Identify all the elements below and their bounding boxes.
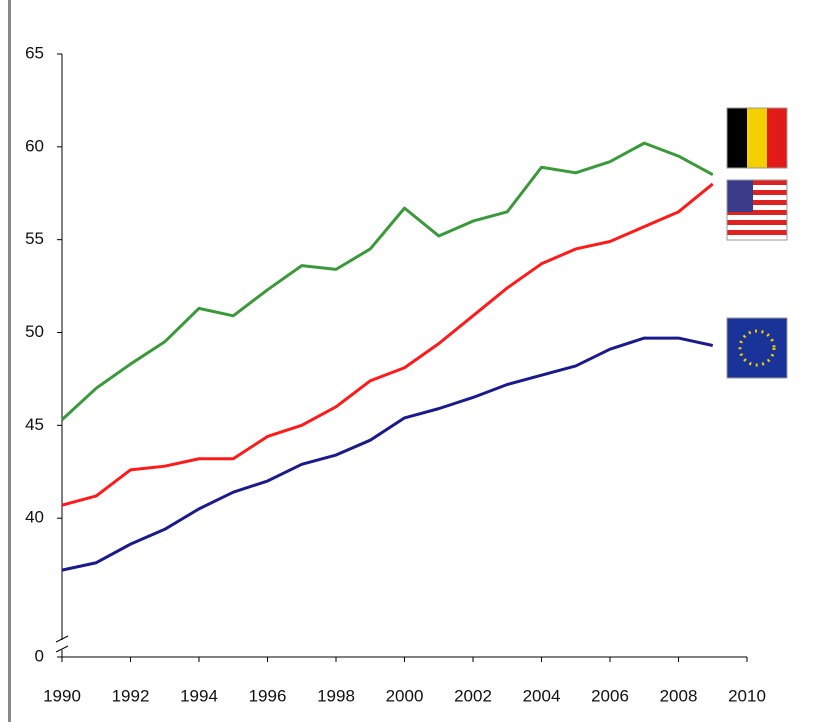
x-tick-label: 2004 (523, 686, 561, 705)
x-tick-label: 2010 (728, 686, 766, 705)
axis-break (55, 635, 69, 643)
flag-usa (726, 179, 788, 241)
y-tick-label: 0 (35, 646, 44, 665)
y-tick-label: 55 (25, 229, 44, 248)
x-tick-label: 1992 (112, 686, 150, 705)
x-tick-label: 2006 (591, 686, 629, 705)
x-tick-label: 1996 (249, 686, 287, 705)
flag-eu (726, 317, 788, 379)
y-tick-label: 65 (25, 43, 44, 62)
x-tick-label: 1990 (43, 686, 81, 705)
axis-break (55, 645, 69, 653)
flag-belgium (726, 107, 788, 169)
y-tick-label: 60 (25, 136, 44, 155)
x-tick-label: 1994 (180, 686, 218, 705)
series-line (61, 182, 714, 507)
x-tick-label: 2000 (386, 686, 424, 705)
series-line (60, 141, 714, 421)
y-tick-label: 45 (25, 415, 44, 434)
series-line (61, 336, 714, 572)
page-border (8, 0, 11, 722)
y-tick-label: 50 (25, 322, 44, 341)
x-tick-label: 2008 (660, 686, 698, 705)
x-tick-label: 2002 (454, 686, 492, 705)
y-tick-label: 40 (25, 508, 44, 527)
x-tick-label: 1998 (317, 686, 355, 705)
